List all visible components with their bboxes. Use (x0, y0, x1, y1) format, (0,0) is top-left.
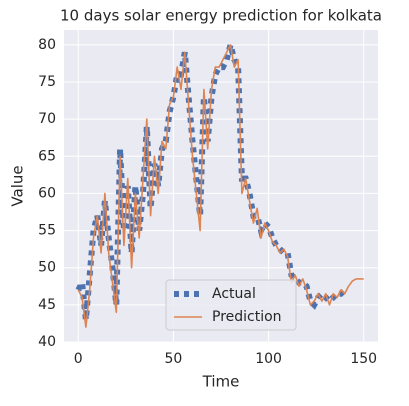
x-tick-label: 100 (255, 351, 282, 367)
y-tick-label: 45 (38, 297, 56, 313)
legend-label: Actual (212, 286, 256, 302)
y-tick-label: 50 (38, 260, 56, 276)
x-axis-label: Time (202, 373, 240, 391)
y-tick-label: 40 (38, 334, 56, 350)
x-tick-label: 0 (74, 351, 83, 367)
y-axis-label: Value (9, 165, 27, 206)
y-tick-label: 80 (38, 37, 56, 53)
series-line (77, 44, 364, 328)
y-tick-label: 65 (38, 148, 56, 164)
x-tick-label: 50 (165, 351, 183, 367)
y-tick-label: 75 (38, 74, 56, 90)
y-tick-label: 60 (38, 185, 56, 201)
legend-label: Prediction (212, 309, 282, 325)
y-tick-label: 70 (38, 111, 56, 127)
y-tick-label: 55 (38, 223, 56, 239)
chart-title: 10 days solar energy prediction for kolk… (60, 7, 382, 25)
x-tick-label: 150 (350, 351, 377, 367)
